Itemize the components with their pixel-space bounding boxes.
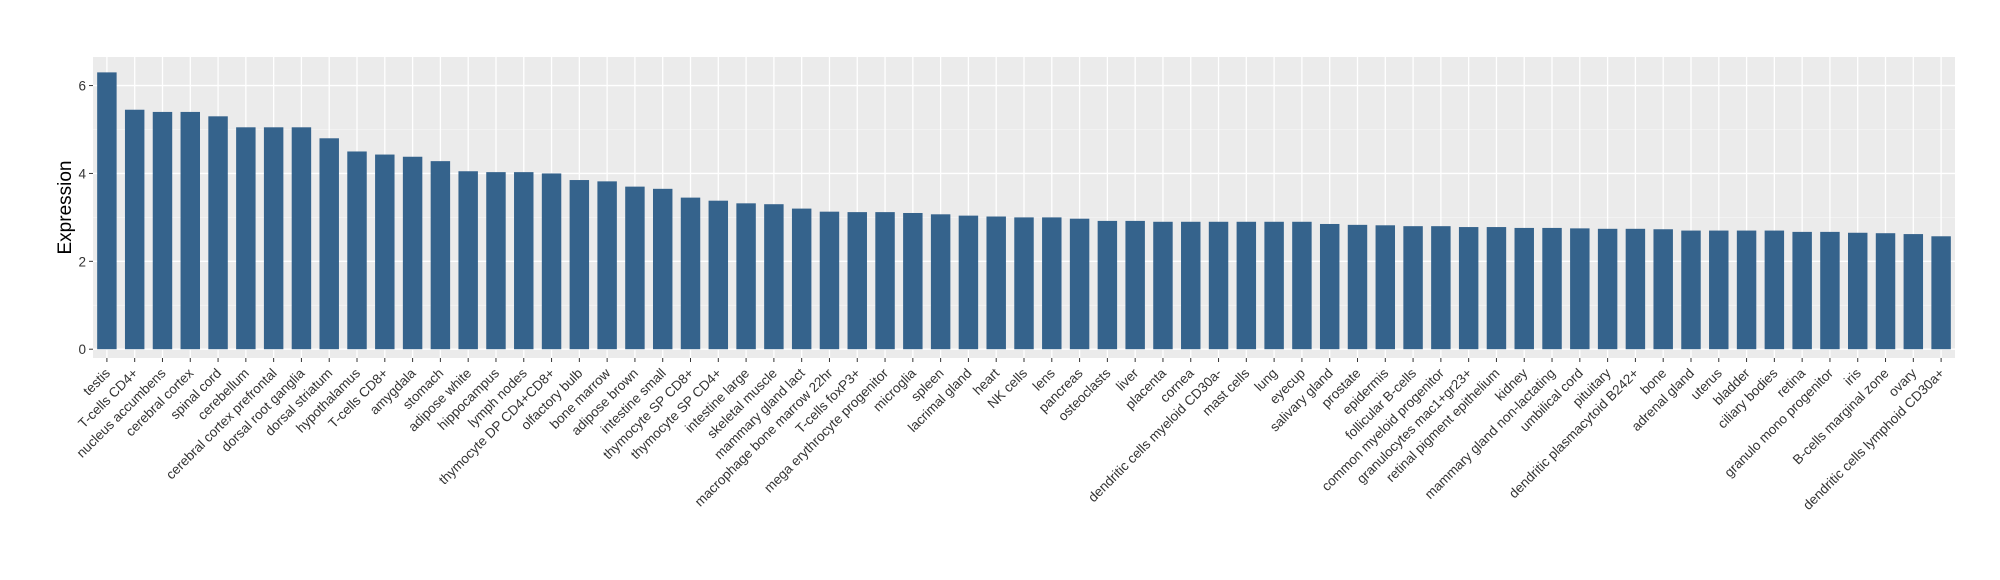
bars — [97, 72, 1951, 350]
y-tick-label: 2 — [78, 254, 86, 269]
bar-0 — [97, 72, 117, 350]
bar-64 — [1875, 233, 1896, 350]
bar-65 — [1903, 234, 1924, 350]
bar-38 — [1153, 221, 1173, 350]
bar-25 — [791, 208, 812, 350]
bar-8 — [319, 138, 339, 350]
y-axis-title: Expression — [55, 161, 76, 255]
bar-36 — [1097, 220, 1118, 350]
bar-24 — [764, 204, 784, 350]
bar-20 — [652, 188, 673, 350]
bar-40 — [1208, 221, 1229, 350]
bar-22 — [708, 200, 729, 350]
bar-35 — [1069, 218, 1090, 350]
bar-16 — [541, 173, 562, 350]
bar-33 — [1014, 217, 1034, 350]
bar-60 — [1764, 230, 1785, 350]
bar-12 — [430, 161, 451, 350]
y-axis: 0 2 4 6 — [78, 79, 93, 357]
bar-42 — [1264, 221, 1284, 350]
bar-13 — [458, 171, 478, 350]
bar-5 — [236, 127, 256, 350]
bar-23 — [736, 203, 756, 350]
bar-61 — [1792, 231, 1812, 350]
bar-15 — [514, 172, 534, 350]
bar-7 — [291, 127, 312, 350]
bar-14 — [486, 172, 506, 350]
bar-39 — [1181, 221, 1201, 350]
bar-32 — [986, 216, 1006, 350]
bar-37 — [1125, 220, 1145, 350]
bar-57 — [1681, 230, 1701, 350]
y-tick-label: 4 — [78, 166, 86, 181]
bar-3 — [180, 111, 200, 350]
bar-11 — [402, 156, 423, 350]
bar-51 — [1514, 227, 1534, 350]
x-tick-label: B-cells marginal zone — [1790, 366, 1892, 468]
bar-43 — [1292, 221, 1312, 350]
bar-6 — [263, 127, 284, 350]
bar-29 — [903, 212, 923, 350]
bar-31 — [958, 215, 979, 350]
bar-9 — [347, 151, 367, 350]
bar-52 — [1542, 227, 1562, 350]
bar-45 — [1347, 224, 1368, 350]
bar-56 — [1653, 229, 1673, 350]
bar-2 — [152, 111, 173, 350]
bar-34 — [1042, 217, 1062, 350]
bar-55 — [1625, 228, 1646, 350]
bar-4 — [208, 116, 228, 350]
bar-1 — [124, 109, 145, 350]
bar-66 — [1931, 236, 1951, 350]
bar-28 — [875, 212, 895, 350]
bar-58 — [1709, 230, 1729, 350]
bar-54 — [1597, 228, 1618, 350]
bar-17 — [569, 180, 590, 350]
bar-41 — [1236, 221, 1257, 350]
bar-30 — [930, 214, 951, 350]
bar-47 — [1403, 226, 1423, 350]
bar-63 — [1848, 232, 1868, 350]
bar-21 — [680, 197, 701, 350]
bar-50 — [1486, 227, 1507, 350]
bar-59 — [1736, 230, 1757, 350]
bar-18 — [597, 181, 617, 350]
bar-53 — [1570, 228, 1590, 350]
bar-26 — [819, 211, 840, 350]
bar-49 — [1458, 227, 1479, 350]
bar-19 — [625, 186, 645, 350]
bar-62 — [1820, 231, 1840, 350]
y-tick-label: 6 — [78, 79, 86, 94]
bar-48 — [1431, 226, 1451, 350]
bar-27 — [847, 212, 867, 350]
y-tick-label: 0 — [78, 342, 86, 357]
bar-10 — [375, 154, 395, 350]
bar-46 — [1375, 225, 1396, 350]
bar-44 — [1319, 223, 1340, 350]
